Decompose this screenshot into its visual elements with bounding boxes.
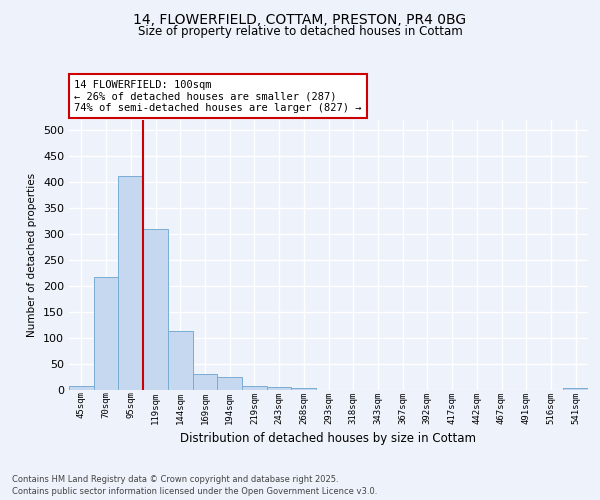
- X-axis label: Distribution of detached houses by size in Cottam: Distribution of detached houses by size …: [181, 432, 476, 445]
- Bar: [168, 332, 193, 390]
- Bar: [143, 229, 168, 390]
- Text: 14 FLOWERFIELD: 100sqm
← 26% of detached houses are smaller (287)
74% of semi-de: 14 FLOWERFIELD: 100sqm ← 26% of detached…: [74, 80, 362, 112]
- Bar: [193, 374, 217, 390]
- Y-axis label: Number of detached properties: Number of detached properties: [28, 173, 37, 337]
- Bar: [292, 388, 316, 390]
- Bar: [69, 386, 94, 390]
- Bar: [242, 386, 267, 390]
- Bar: [217, 377, 242, 390]
- Bar: [563, 388, 588, 390]
- Text: Contains public sector information licensed under the Open Government Licence v3: Contains public sector information licen…: [12, 487, 377, 496]
- Text: Contains HM Land Registry data © Crown copyright and database right 2025.: Contains HM Land Registry data © Crown c…: [12, 475, 338, 484]
- Bar: [118, 176, 143, 390]
- Text: Size of property relative to detached houses in Cottam: Size of property relative to detached ho…: [137, 25, 463, 38]
- Bar: [267, 387, 292, 390]
- Text: 14, FLOWERFIELD, COTTAM, PRESTON, PR4 0BG: 14, FLOWERFIELD, COTTAM, PRESTON, PR4 0B…: [133, 12, 467, 26]
- Bar: [94, 277, 118, 390]
